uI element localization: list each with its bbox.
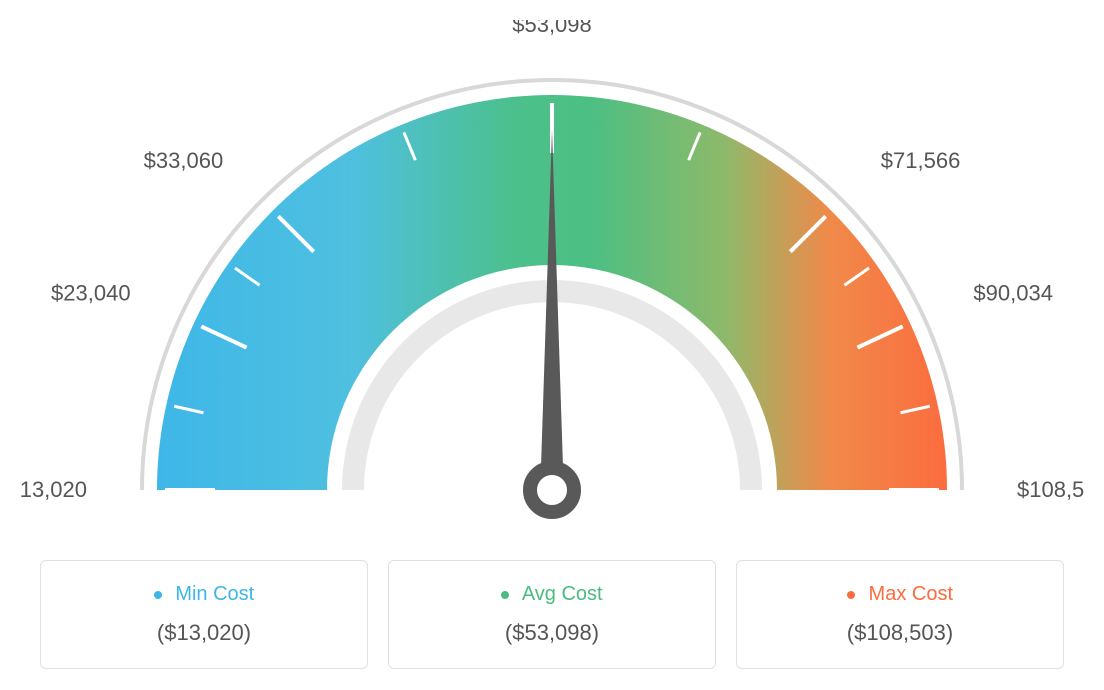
legend-value-max: ($108,503) [757, 620, 1043, 646]
dot-icon [154, 591, 162, 599]
gauge-svg: $13,020 $23,040 $33,060 $53,098 $71,566 $90,0… [20, 20, 1084, 540]
dot-icon [847, 591, 855, 599]
legend-label-avg: Avg Cost [522, 583, 603, 605]
gauge-chart: $13,020 $23,040 $33,060 $53,098 $71,566 $90,0… [20, 20, 1084, 540]
legend-title-avg: Avg Cost [409, 583, 695, 606]
gauge-tick-label: $23,040 [51, 280, 131, 305]
gauge-tick-label: $90,034 [973, 280, 1053, 305]
dot-icon [501, 591, 509, 599]
gauge-hub-icon [530, 468, 574, 512]
legend-card-min: Min Cost ($13,020) [40, 560, 368, 669]
legend-title-min: Min Cost [61, 583, 347, 606]
gauge-tick-label: $53,098 [512, 20, 592, 37]
legend-value-min: ($13,020) [61, 620, 347, 646]
gauge-tick-label: $33,060 [144, 148, 224, 173]
legend-card-avg: Avg Cost ($53,098) [388, 560, 716, 669]
gauge-tick-label: $108,503 [1017, 477, 1084, 502]
legend-value-avg: ($53,098) [409, 620, 695, 646]
gauge-tick-label: $13,020 [20, 477, 87, 502]
legend-row: Min Cost ($13,020) Avg Cost ($53,098) Ma… [20, 560, 1084, 669]
legend-label-min: Min Cost [175, 583, 254, 605]
gauge-tick-label: $71,566 [881, 148, 961, 173]
legend-card-max: Max Cost ($108,503) [736, 560, 1064, 669]
legend-title-max: Max Cost [757, 583, 1043, 606]
legend-label-max: Max Cost [869, 583, 953, 605]
